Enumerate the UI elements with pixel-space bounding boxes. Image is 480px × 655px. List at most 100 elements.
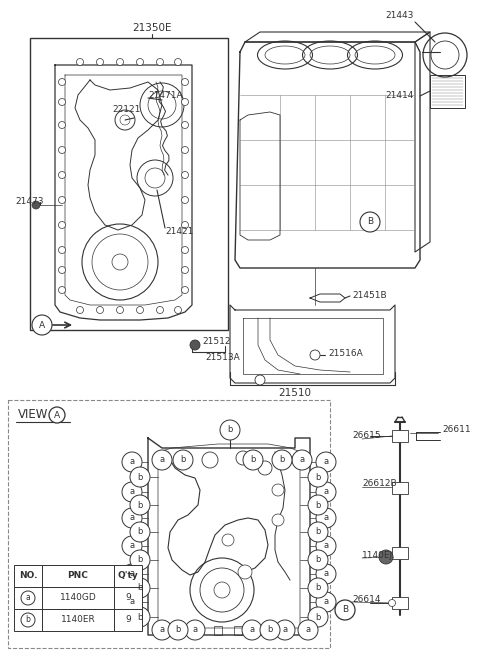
Circle shape xyxy=(32,201,40,209)
Text: a: a xyxy=(130,514,134,523)
Text: 9: 9 xyxy=(125,616,131,624)
Circle shape xyxy=(202,452,218,468)
Circle shape xyxy=(130,522,150,542)
Circle shape xyxy=(190,340,200,350)
Circle shape xyxy=(49,407,65,423)
Circle shape xyxy=(136,58,144,66)
Circle shape xyxy=(136,307,144,314)
Circle shape xyxy=(181,172,189,179)
Bar xyxy=(392,547,408,559)
Circle shape xyxy=(59,172,65,179)
Circle shape xyxy=(96,58,104,66)
Text: 21513A: 21513A xyxy=(205,354,240,362)
Circle shape xyxy=(96,307,104,314)
Text: b: b xyxy=(180,455,186,464)
Bar xyxy=(114,587,142,609)
Text: 22121: 22121 xyxy=(112,105,140,115)
Circle shape xyxy=(76,58,84,66)
Text: 21451B: 21451B xyxy=(352,291,386,301)
Circle shape xyxy=(308,522,328,542)
Bar xyxy=(114,609,142,631)
Text: 26614: 26614 xyxy=(352,595,381,603)
Circle shape xyxy=(122,564,142,584)
Circle shape xyxy=(122,592,142,612)
Text: 21512: 21512 xyxy=(202,337,230,346)
Circle shape xyxy=(272,484,284,496)
Circle shape xyxy=(59,221,65,229)
Text: 9: 9 xyxy=(125,593,131,603)
Text: a: a xyxy=(300,455,305,464)
Circle shape xyxy=(130,607,150,627)
Circle shape xyxy=(59,267,65,274)
Text: 1140EJ: 1140EJ xyxy=(362,550,393,559)
Circle shape xyxy=(117,307,123,314)
Circle shape xyxy=(238,565,252,579)
Bar xyxy=(392,597,408,609)
Circle shape xyxy=(130,495,150,515)
Text: 26615: 26615 xyxy=(352,432,381,441)
Circle shape xyxy=(316,452,336,472)
Text: b: b xyxy=(315,555,321,565)
Text: b: b xyxy=(137,584,143,593)
Bar xyxy=(14,565,42,587)
Text: 26612B: 26612B xyxy=(362,479,396,489)
Bar xyxy=(42,565,114,587)
Text: a: a xyxy=(282,626,288,635)
Circle shape xyxy=(181,286,189,293)
Circle shape xyxy=(122,452,142,472)
Text: Q'ty: Q'ty xyxy=(118,572,138,580)
Circle shape xyxy=(175,58,181,66)
Circle shape xyxy=(156,307,164,314)
Text: b: b xyxy=(315,584,321,593)
Text: a: a xyxy=(324,457,329,466)
Text: B: B xyxy=(342,605,348,614)
Text: a: a xyxy=(130,569,134,578)
Text: NO.: NO. xyxy=(19,572,37,580)
Circle shape xyxy=(335,600,355,620)
Text: 21421: 21421 xyxy=(165,227,193,236)
Circle shape xyxy=(220,420,240,440)
Bar xyxy=(8,400,330,648)
Bar xyxy=(14,587,42,609)
Circle shape xyxy=(181,79,189,86)
Circle shape xyxy=(316,592,336,612)
Text: b: b xyxy=(315,500,321,510)
Text: a: a xyxy=(130,597,134,607)
Circle shape xyxy=(175,307,181,314)
Text: a: a xyxy=(159,626,165,635)
Bar xyxy=(14,609,42,631)
Circle shape xyxy=(181,121,189,128)
Circle shape xyxy=(360,212,380,232)
Circle shape xyxy=(258,461,272,475)
Text: b: b xyxy=(250,455,256,464)
Text: a: a xyxy=(324,597,329,607)
Text: a: a xyxy=(324,542,329,550)
Bar xyxy=(214,626,222,635)
Circle shape xyxy=(32,315,52,335)
Circle shape xyxy=(222,534,234,546)
Circle shape xyxy=(181,196,189,204)
Text: a: a xyxy=(324,487,329,496)
Circle shape xyxy=(308,607,328,627)
Circle shape xyxy=(308,578,328,598)
Circle shape xyxy=(275,620,295,640)
Bar xyxy=(192,626,200,635)
Text: 1140ER: 1140ER xyxy=(60,616,96,624)
Text: b: b xyxy=(315,527,321,536)
Circle shape xyxy=(59,147,65,153)
Text: a: a xyxy=(25,593,30,603)
Circle shape xyxy=(130,578,150,598)
Text: a: a xyxy=(250,626,254,635)
Bar xyxy=(42,587,114,609)
Text: a: a xyxy=(324,569,329,578)
Text: b: b xyxy=(267,626,273,635)
Text: A: A xyxy=(54,411,60,419)
Circle shape xyxy=(272,450,292,470)
Text: b: b xyxy=(137,527,143,536)
Circle shape xyxy=(59,286,65,293)
Circle shape xyxy=(21,613,35,627)
Text: b: b xyxy=(137,472,143,481)
Text: 21516A: 21516A xyxy=(328,348,363,358)
Circle shape xyxy=(243,450,263,470)
Text: 1140GD: 1140GD xyxy=(60,593,96,603)
